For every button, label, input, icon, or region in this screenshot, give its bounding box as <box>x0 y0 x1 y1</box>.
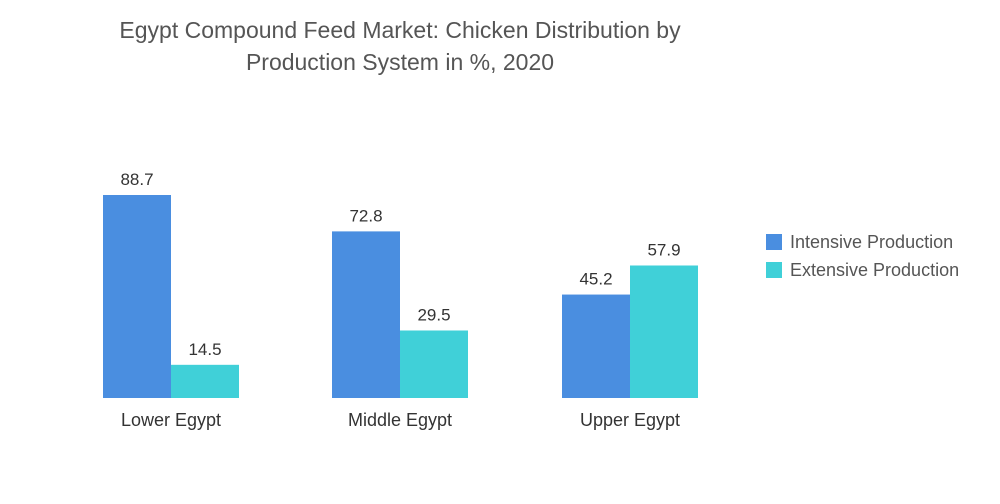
data-label: 57.9 <box>647 240 680 259</box>
legend-label: Intensive Production <box>790 232 953 252</box>
bar-upper-egypt-0 <box>562 294 630 398</box>
category-label: Upper Egypt <box>580 410 680 430</box>
data-label: 72.8 <box>349 206 382 225</box>
data-label: 88.7 <box>120 170 153 189</box>
bar-lower-egypt-1 <box>171 364 239 398</box>
bar-middle-egypt-0 <box>332 231 400 398</box>
plot-area: 88.7 14.5 Lower Egypt 72.8 29.5 Middle Egypt 4… <box>103 170 698 430</box>
chart-title: Egypt Compound Feed Market: Chicken Dist… <box>0 14 800 78</box>
data-label: 14.5 <box>188 340 221 359</box>
chart-title-line-1: Egypt Compound Feed Market: Chicken Dist… <box>119 17 681 43</box>
category-label: Middle Egypt <box>348 410 452 430</box>
legend: Intensive Production Extensive Production <box>766 232 959 280</box>
bar-middle-egypt-1 <box>400 330 468 398</box>
legend-label: Extensive Production <box>790 260 959 280</box>
bar-upper-egypt-1 <box>630 265 698 398</box>
legend-swatch <box>766 234 782 250</box>
category-label: Lower Egypt <box>121 410 221 430</box>
legend-swatch <box>766 262 782 278</box>
chart-title-line-2: Production System in %, 2020 <box>245 49 555 75</box>
bar-lower-egypt-0 <box>103 195 171 398</box>
data-label: 29.5 <box>417 305 450 324</box>
data-label: 45.2 <box>579 270 612 289</box>
